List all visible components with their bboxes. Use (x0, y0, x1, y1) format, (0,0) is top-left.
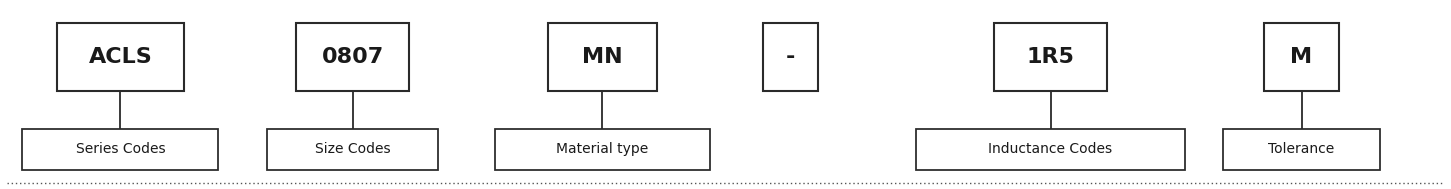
FancyBboxPatch shape (548, 23, 656, 91)
Text: Material type: Material type (556, 142, 649, 156)
FancyBboxPatch shape (1223, 129, 1380, 170)
FancyBboxPatch shape (917, 129, 1184, 170)
Text: M: M (1290, 47, 1313, 67)
Text: Inductance Codes: Inductance Codes (988, 142, 1113, 156)
FancyBboxPatch shape (267, 129, 438, 170)
Text: Tolerance: Tolerance (1268, 142, 1335, 156)
FancyBboxPatch shape (1264, 23, 1339, 91)
Text: Series Codes: Series Codes (75, 142, 165, 156)
Text: 1R5: 1R5 (1027, 47, 1074, 67)
FancyBboxPatch shape (57, 23, 184, 91)
Text: ACLS: ACLS (89, 47, 152, 67)
Text: Size Codes: Size Codes (315, 142, 390, 156)
FancyBboxPatch shape (495, 129, 710, 170)
Text: 0807: 0807 (322, 47, 383, 67)
FancyBboxPatch shape (994, 23, 1107, 91)
FancyBboxPatch shape (23, 129, 219, 170)
Text: MN: MN (582, 47, 622, 67)
FancyBboxPatch shape (763, 23, 818, 91)
Text: -: - (786, 47, 795, 67)
FancyBboxPatch shape (296, 23, 409, 91)
